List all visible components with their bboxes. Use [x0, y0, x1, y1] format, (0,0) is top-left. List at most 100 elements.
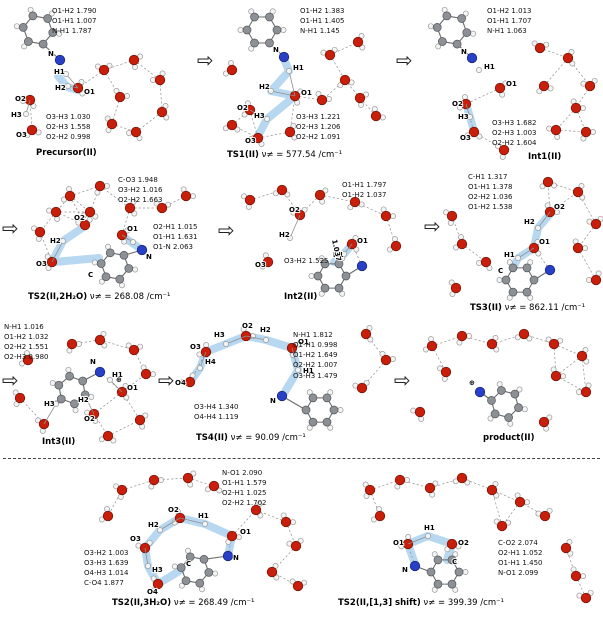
arrow-right-icon: ⇨ [197, 48, 214, 72]
molecule-ts2-13-shift: O1 H1 O2 C N [362, 472, 594, 604]
bond-distances-annotation: O3-H3 1.221 O2-H3 1.206 O2-H2 1.091 [296, 113, 341, 142]
svg-text:H1: H1 [293, 64, 304, 72]
svg-text:H2: H2 [55, 84, 66, 92]
svg-text:O1: O1 [357, 237, 368, 245]
svg-text:O2: O2 [74, 214, 85, 222]
panel-frequency: ν≠ = 268.08 /cm⁻¹ [87, 292, 171, 302]
panel-frequency: ν≠ = 577.54 /cm⁻¹ [258, 150, 343, 160]
svg-text:O3: O3 [190, 343, 201, 351]
svg-text:O2: O2 [237, 104, 248, 112]
svg-text:C: C [452, 558, 457, 566]
panel-caption: TS2(II,2H₂O) ν≠ = 268.08 /cm⁻¹ [28, 292, 170, 302]
svg-text:O2: O2 [168, 506, 179, 514]
svg-text:C: C [88, 271, 93, 279]
svg-text:O3: O3 [36, 260, 47, 268]
arrow-right-icon: ⇨ [2, 368, 19, 392]
panel-name: TS3(II) [470, 303, 502, 313]
section-divider [3, 458, 600, 459]
svg-text:H3: H3 [214, 331, 225, 339]
svg-text:H4: H4 [205, 358, 216, 366]
svg-text:H2: H2 [259, 83, 270, 91]
svg-text:O2: O2 [554, 203, 565, 211]
svg-text:H2: H2 [279, 231, 290, 239]
svg-text:O2: O2 [242, 322, 253, 330]
svg-text:H3: H3 [11, 111, 22, 119]
svg-text:N: N [273, 46, 279, 54]
svg-text:N: N [461, 48, 467, 56]
panel-caption: Int2(II) [284, 292, 317, 302]
panel-caption: Int1(II) [528, 152, 561, 162]
panel-name: Int2(II) [284, 292, 318, 302]
panel-name: Precursor(II) [36, 148, 97, 158]
svg-text:O1: O1 [84, 88, 95, 96]
panel-caption: TS2(II,3H₂O) ν≠ = 268.49 /cm⁻¹ [112, 598, 254, 608]
bond-distances-annotation: O2-H1 1.015 O1-H1 1.631 O1-N 2.063 [153, 223, 198, 252]
svg-text:O1: O1 [393, 539, 404, 547]
bond-distances-annotation: O1-H2 1.383 O1-H1 1.405 N-H1 1.145 [300, 7, 345, 36]
panel-caption: TS2(II,[1,3] shift) ν≠ = 399.39 /cm⁻¹ [338, 598, 504, 608]
panel-caption: product(II) [483, 433, 534, 443]
svg-text:H2: H2 [148, 521, 159, 529]
svg-text:H2: H2 [78, 396, 89, 404]
svg-text:⊕: ⊕ [469, 379, 475, 387]
svg-text:O2: O2 [452, 100, 463, 108]
svg-text:H1: H1 [424, 524, 435, 532]
arrow-right-icon: ⇨ [158, 368, 175, 392]
bond-distances-annotation: O3-H2 1.003 O3-H3 1.639 O4-H3 1.014 C-O4… [84, 549, 129, 588]
molecule-product-ii: ⊕ [410, 328, 592, 432]
svg-text:O1: O1 [506, 80, 517, 88]
arrow-right-icon: ⇨ [394, 368, 411, 392]
bond-distances-annotation: N-H1 1.812 O1-H1 0.998 O1-H2 1.649 O2-H2… [293, 331, 338, 380]
panel-frequency: ν≠ = 268.49 /cm⁻¹ [171, 598, 255, 608]
svg-text:H1: H1 [484, 63, 495, 71]
svg-text:O3: O3 [16, 131, 27, 139]
svg-text:O1: O1 [301, 89, 312, 97]
svg-text:O1: O1 [127, 384, 138, 392]
svg-text:H1: H1 [333, 251, 344, 259]
panel-frequency: ν≠ = 862.11 /cm⁻¹ [501, 303, 586, 313]
svg-text:O1: O1 [127, 225, 138, 233]
bond-distances-annotation: C-H1 1.317 O1-H1 1.378 O2-H2 1.036 O1-H2… [468, 173, 513, 212]
panel-name: TS1(II) [227, 150, 259, 160]
svg-text:O3: O3 [460, 134, 471, 142]
svg-text:H1: H1 [54, 68, 65, 76]
svg-text:N: N [270, 397, 276, 405]
svg-text:N: N [90, 358, 96, 366]
molecule-ts1-ii: N H1 H2 O1 H3 O3 O2 [222, 8, 386, 148]
molecule-int3-ii: N H1 H2 H3 O1 O2 ⊕ [12, 330, 156, 444]
panel-caption: TS3(II) ν≠ = 862.11 /cm⁻¹ [470, 303, 585, 313]
arrow-right-icon: ⇨ [396, 48, 413, 72]
svg-text:H1: H1 [198, 512, 209, 520]
svg-text:H3: H3 [254, 112, 265, 120]
svg-text:O3: O3 [130, 535, 141, 543]
arrow-right-icon: ⇨ [2, 216, 19, 240]
svg-text:O4: O4 [175, 379, 186, 387]
svg-text:O3: O3 [255, 261, 266, 269]
panel-frequency: ν≠ = 90.09 /cm⁻¹ [227, 433, 306, 443]
svg-text:O3: O3 [245, 137, 256, 145]
svg-text:O2: O2 [84, 415, 95, 423]
arrow-right-icon: ⇨ [424, 214, 441, 238]
svg-text:O2: O2 [458, 539, 469, 547]
bond-distances-annotation: O1-H1 1.797 O1-H2 1.037 [342, 181, 387, 200]
panel-frequency: ν≠ = 399.39 /cm⁻¹ [420, 598, 504, 608]
molecule-ts2-2h2o: H2 O2 O1 O3 N C [31, 180, 196, 289]
svg-text:O4: O4 [147, 588, 158, 596]
bond-distances-annotation: O3-H2 1.525 [284, 257, 329, 265]
panel-caption: Int3(II) [42, 437, 75, 447]
svg-text:O1: O1 [539, 238, 550, 246]
molecule-precursor-ii: N H1 H2 O1 O2 H3 O3 [10, 6, 170, 142]
svg-text:O2: O2 [289, 206, 300, 214]
bond-distances-annotation: O3-H4 1.340 O4-H4 1.119 [194, 403, 239, 422]
bond-distances-annotation: N-H1 1.016 O1-H2 1.032 O2-H2 1.551 O2-H3… [4, 323, 49, 362]
svg-text:H2: H2 [260, 326, 271, 334]
molecule-ts2-3h2o: O1 H1 O2 H2 O3 H3 O4 N C [98, 470, 308, 597]
molecule-ts3-ii: H2 O2 H1 O1 C [443, 176, 603, 301]
svg-text:H1: H1 [504, 251, 515, 259]
svg-text:H3: H3 [458, 113, 469, 121]
bond-distances-annotation: N-O1 2.090 O1-H1 1.579 O2-H1 1.025 O2-H2… [222, 469, 267, 508]
svg-text:H3: H3 [44, 400, 55, 408]
panel-caption: TS4(II) ν≠ = 90.09 /cm⁻¹ [196, 433, 306, 443]
